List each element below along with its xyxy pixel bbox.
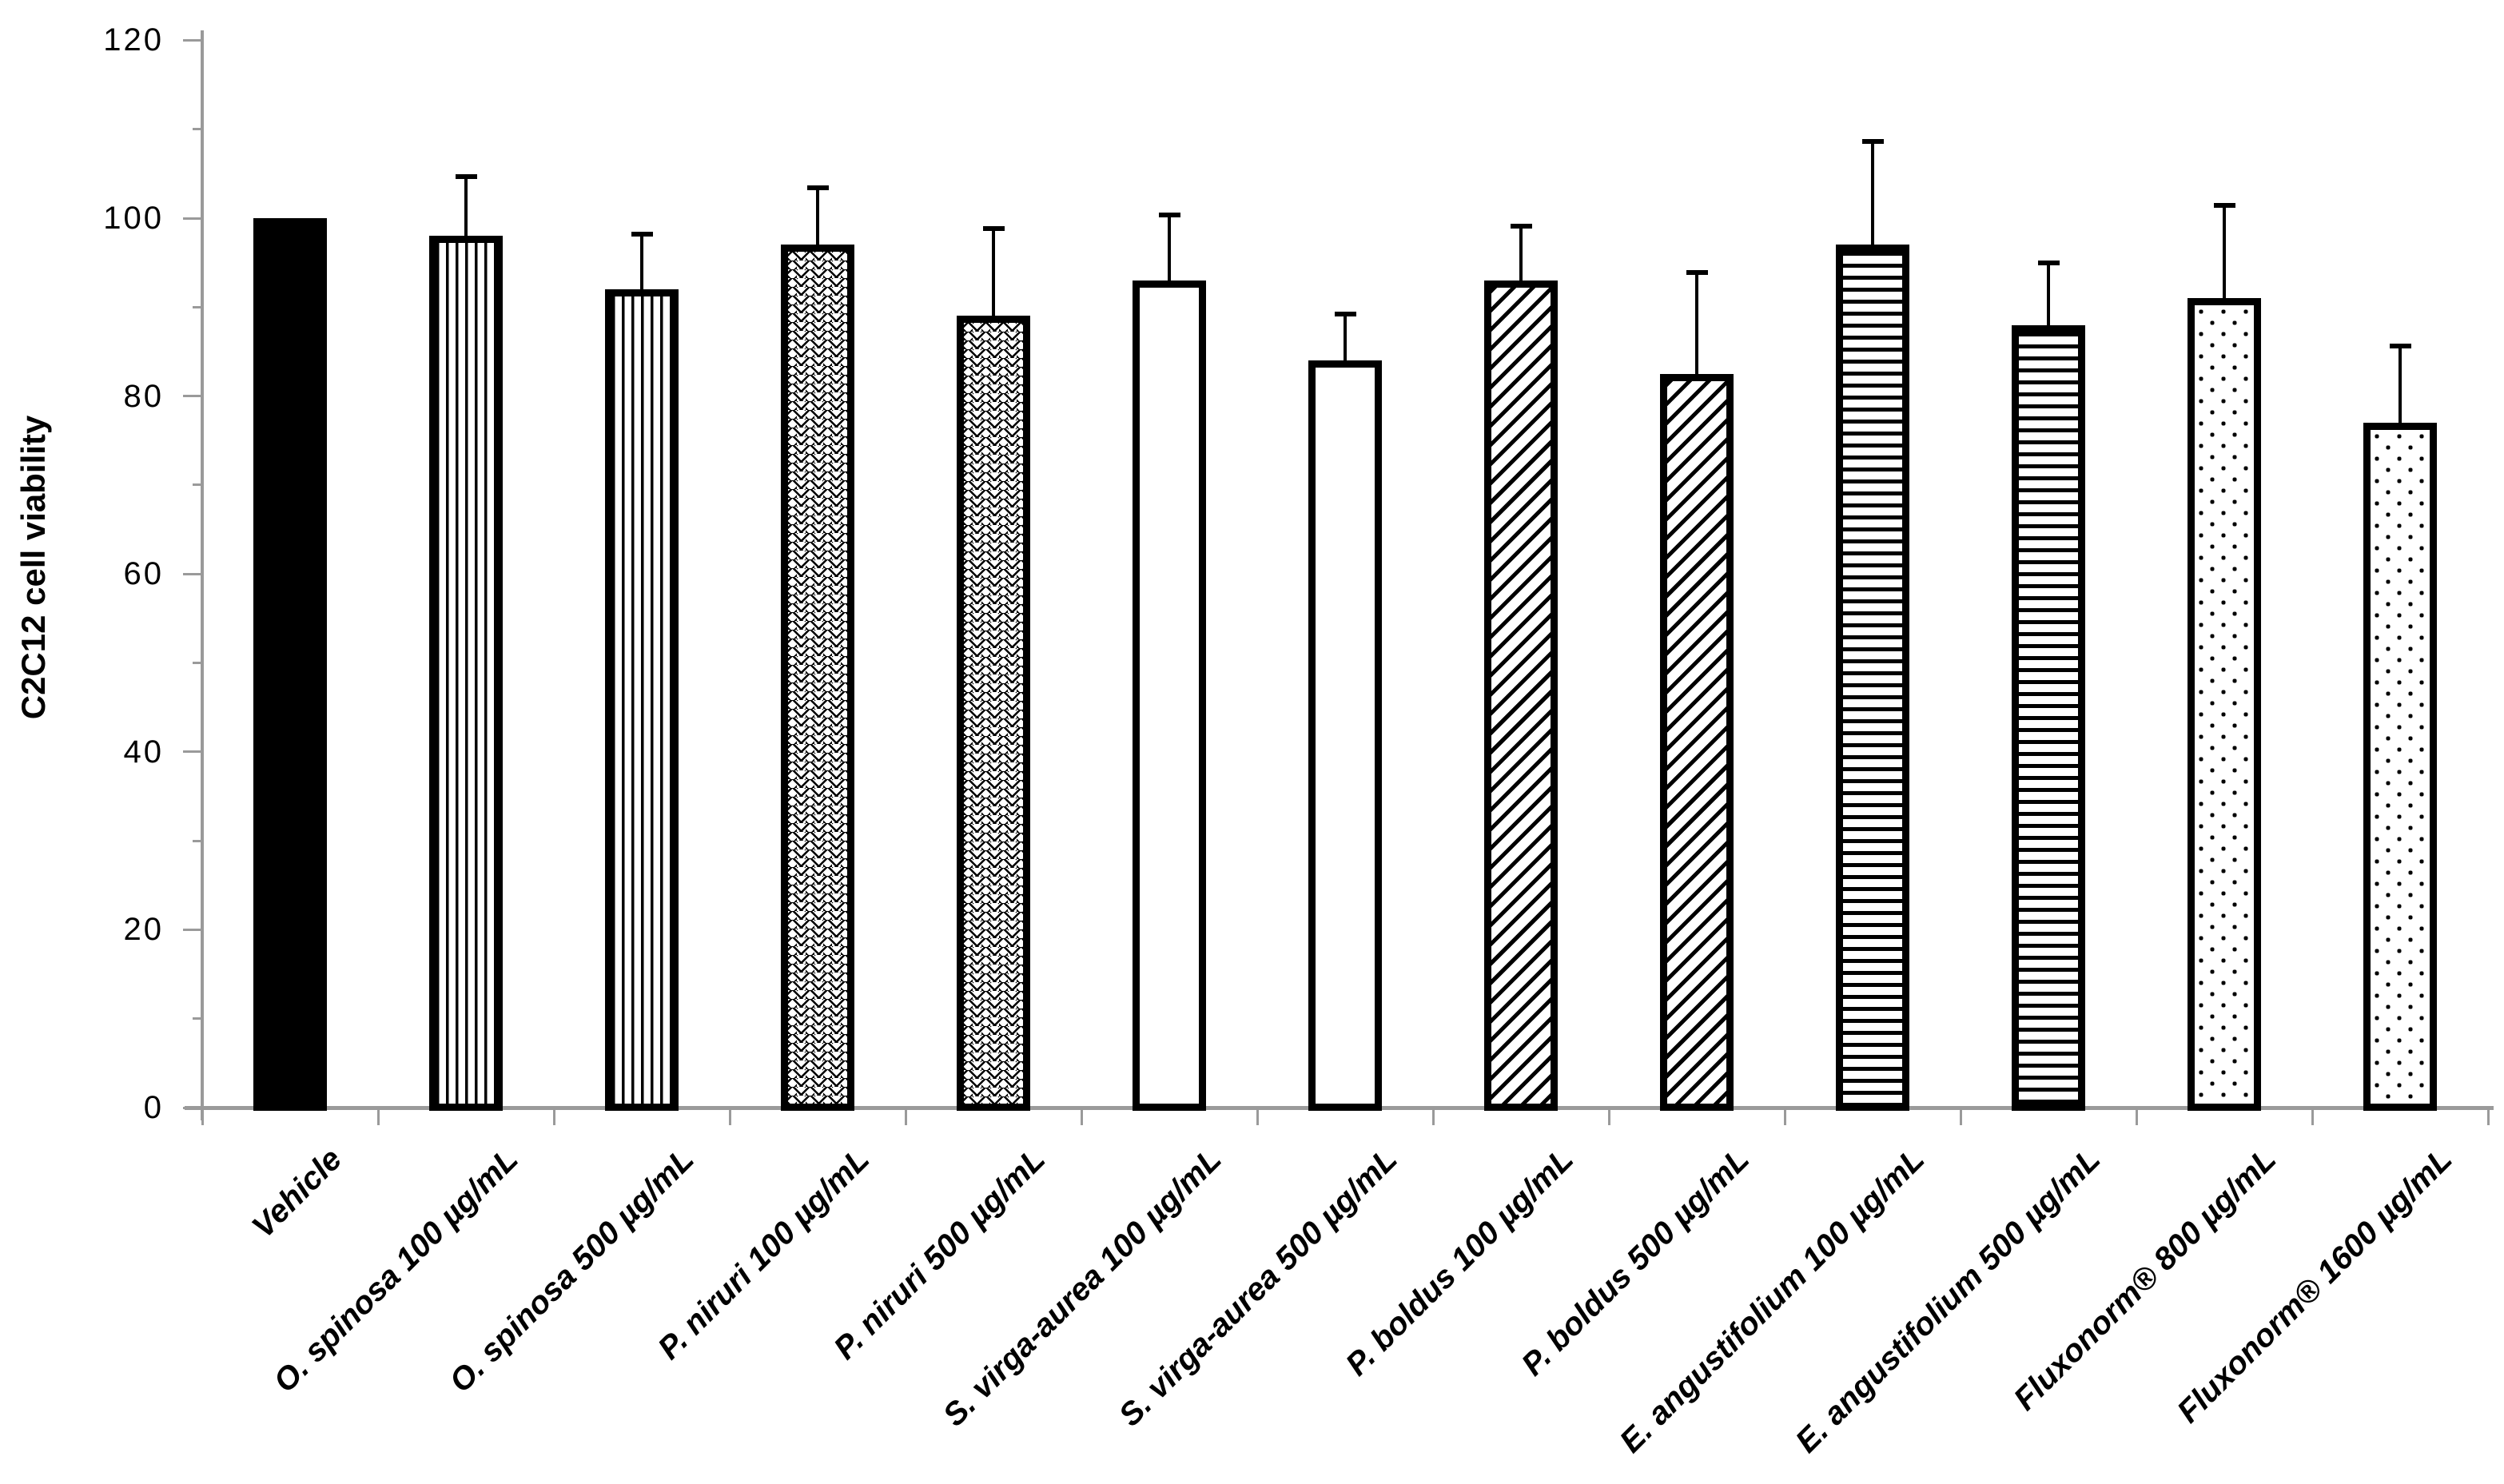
x-axis-tick-label: Vehicle	[245, 1141, 349, 1245]
x-axis-tick	[1607, 1108, 1610, 1125]
y-axis-major-tick	[183, 217, 202, 220]
bar	[2363, 422, 2437, 1111]
error-bar-cap	[2037, 260, 2060, 265]
x-axis-tick-label: S. virga-aurea 100 µg/mL	[936, 1141, 1228, 1434]
error-bar-cap	[1510, 224, 1532, 229]
y-axis-major-tick	[183, 395, 202, 398]
x-axis-tick	[2311, 1108, 2314, 1125]
x-axis-tick	[2135, 1108, 2138, 1125]
bar	[1660, 373, 1734, 1111]
y-axis-major-tick	[183, 750, 202, 754]
y-axis-minor-tick	[193, 483, 202, 487]
error-bar-line	[816, 188, 819, 245]
y-axis-tick-label: 80	[123, 378, 164, 414]
bar	[2012, 324, 2085, 1111]
error-bar-line	[2399, 346, 2402, 423]
bar	[429, 236, 503, 1111]
bar	[1133, 280, 1206, 1111]
bar	[605, 289, 679, 1111]
error-bar-line	[1344, 314, 1347, 361]
error-bar-line	[1695, 272, 1698, 374]
error-bar-line	[1519, 226, 1523, 280]
error-bar-line	[1168, 214, 1171, 280]
error-bar-cap	[1158, 212, 1180, 217]
y-axis-tick-label: 20	[123, 912, 164, 948]
error-bar-line	[464, 176, 468, 237]
x-axis-tick-label: S. virga-aurea 500 µg/mL	[1112, 1141, 1404, 1434]
y-axis-line	[201, 30, 204, 1120]
y-axis-tick-label: 100	[103, 201, 164, 236]
error-bar-cap	[982, 226, 1005, 232]
y-axis-minor-tick	[193, 1017, 202, 1020]
y-axis-minor-tick	[193, 305, 202, 308]
y-axis-major-tick	[183, 38, 202, 42]
y-axis-minor-tick	[193, 839, 202, 842]
error-bar-cap	[2389, 344, 2411, 349]
y-axis-major-tick	[183, 572, 202, 575]
x-axis-tick	[552, 1108, 555, 1125]
x-axis-tick	[1080, 1108, 1083, 1125]
bar	[1308, 360, 1382, 1111]
x-axis-tick	[728, 1108, 731, 1125]
bar	[2188, 298, 2261, 1111]
x-axis-tick	[1431, 1108, 1435, 1125]
x-axis-tick-label: E. angustifolium 500 µg/mL	[1789, 1141, 2108, 1460]
error-bar-cap	[806, 185, 829, 191]
bar	[1484, 280, 1558, 1111]
x-axis-tick	[2486, 1108, 2490, 1125]
y-axis-major-tick	[183, 1106, 202, 1109]
error-bar-cap	[1686, 269, 1708, 275]
bar	[781, 245, 854, 1111]
error-bar-line	[992, 229, 995, 316]
error-bar-cap	[1334, 312, 1356, 317]
x-axis-tick	[1783, 1108, 1786, 1125]
x-axis-tick-label: E. angustifolium 100 µg/mL	[1613, 1141, 1932, 1460]
x-axis-tick	[376, 1108, 380, 1125]
y-axis-tick-label: 40	[123, 734, 164, 770]
y-axis-minor-tick	[193, 662, 202, 664]
x-axis-tick	[201, 1108, 204, 1125]
error-bar-cap	[2213, 203, 2235, 209]
x-axis-tick	[1959, 1108, 1962, 1125]
error-bar-cap	[455, 173, 477, 179]
x-axis-tick	[904, 1108, 907, 1125]
y-axis-major-tick	[183, 928, 202, 931]
x-axis-tick	[1256, 1108, 1259, 1125]
error-bar-line	[1871, 141, 1874, 245]
error-bar-cap	[1861, 139, 1884, 145]
bar	[957, 316, 1030, 1111]
error-bar-line	[2223, 205, 2226, 299]
y-axis-tick-label: 0	[143, 1090, 164, 1125]
error-bar-cap	[631, 232, 653, 237]
error-bar-line	[640, 234, 643, 290]
y-axis-minor-tick	[193, 128, 202, 131]
y-axis-tick-label: 120	[103, 22, 164, 58]
y-axis-tick-label: 60	[123, 556, 164, 592]
error-bar-line	[2047, 262, 2050, 325]
bar	[1836, 245, 1909, 1111]
bar	[253, 218, 327, 1111]
